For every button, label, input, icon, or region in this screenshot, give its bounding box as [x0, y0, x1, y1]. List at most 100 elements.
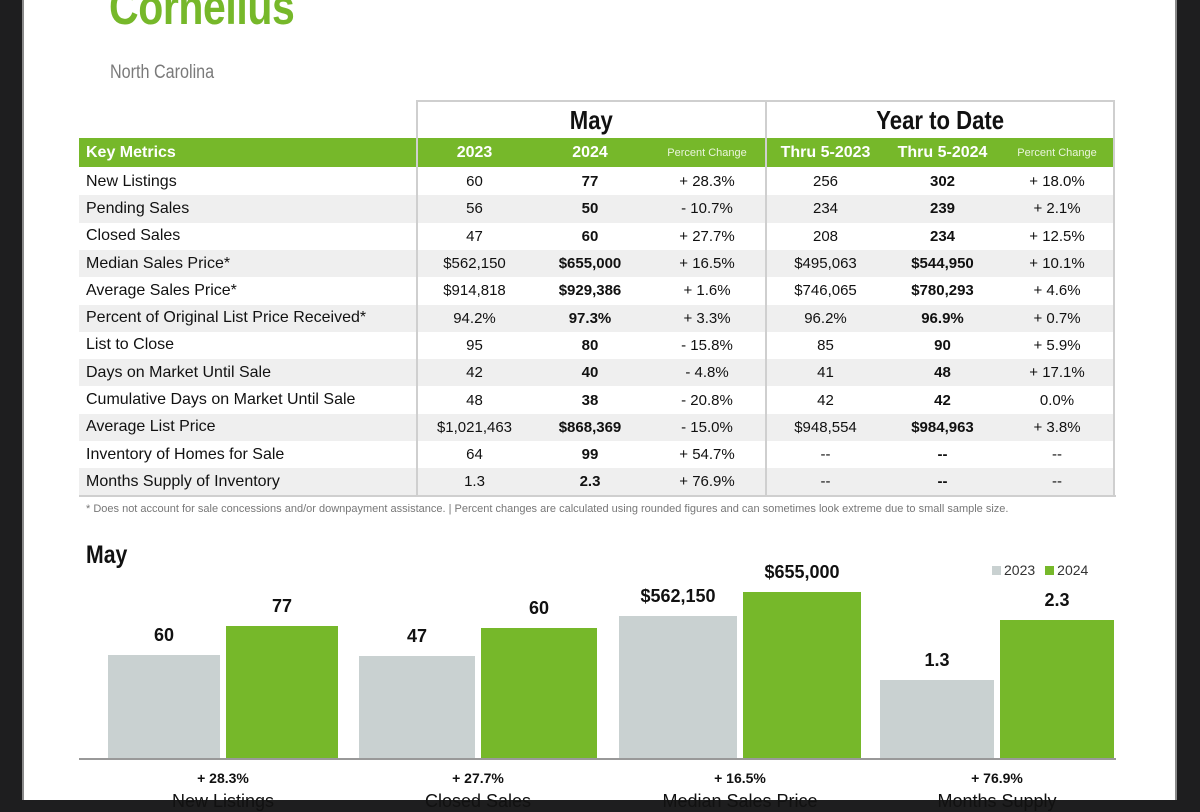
bar-value-label: 1.3	[924, 650, 950, 670]
bar-2023	[880, 680, 994, 758]
metric-value: $655,000	[558, 255, 622, 273]
legend-item-2023: 2023	[992, 562, 1035, 578]
metric-label: Inventory of Homes for Sale	[86, 445, 285, 463]
metric-value: - 15.0%	[681, 418, 733, 436]
metric-value: --	[820, 446, 831, 464]
legend-label: 2023	[1004, 562, 1036, 578]
metric-value: + 3.8%	[1033, 418, 1081, 436]
column-header: Percent Change	[667, 146, 747, 159]
metric-value: 2.3	[579, 473, 601, 491]
chart-title: May	[86, 541, 128, 569]
page-title: Cornelius	[109, 0, 295, 35]
metric-value: 1.3	[464, 473, 485, 491]
column-header: Thru 5-2023	[780, 143, 871, 161]
table-row: Cumulative Days on Market Until Sale 48 38…	[79, 386, 1114, 413]
bar-2023	[359, 656, 475, 758]
metric-value: --	[1052, 473, 1062, 491]
metric-value: 40	[581, 364, 599, 382]
bar-value-label: 77	[271, 596, 293, 616]
table-row: Days on Market Until Sale 42 40 - 4.8% 41 48 +…	[79, 359, 1114, 387]
metric-value: + 2.1%	[1033, 200, 1081, 218]
metric-value: 208	[812, 227, 839, 245]
metric-value: 42	[466, 364, 483, 382]
metric-value: + 3.3%	[683, 309, 731, 327]
metric-value: 96.9%	[921, 309, 964, 327]
bar-2024	[226, 626, 338, 758]
legend-item-2024: 2024	[1045, 562, 1088, 578]
bar-value-label: 60	[153, 625, 175, 646]
metric-value: 60	[466, 173, 483, 191]
metric-label: Pending Sales	[86, 199, 190, 217]
metric-value: + 12.5%	[1029, 227, 1085, 245]
metric-label: Average List Price	[86, 418, 216, 436]
page-subtitle: North Carolina	[110, 62, 215, 83]
metric-value: --	[937, 446, 948, 464]
bar-2024	[743, 592, 861, 758]
column-header: Percent Change	[1017, 146, 1097, 159]
table-row: Average List Price $1,021,463 $868,369 - 15…	[79, 413, 1114, 441]
metric-value: + 17.1%	[1029, 364, 1085, 382]
metric-value: 94.2%	[453, 309, 496, 327]
metric-value: $948,554	[794, 418, 857, 436]
bar-value-label: $562,150	[640, 585, 716, 606]
metric-value: - 20.8%	[681, 391, 733, 409]
group-header-ytd: Year to Date	[766, 100, 1114, 139]
metric-value: + 54.7%	[679, 446, 735, 464]
metric-value: 48	[466, 391, 483, 409]
metric-value: $746,065	[794, 282, 857, 300]
metric-value: 234	[812, 200, 839, 218]
table-bottom-border	[79, 495, 1116, 497]
metric-value: + 4.6%	[1033, 282, 1081, 300]
bar-value-label: $655,000	[764, 562, 840, 582]
table-row: List to Close 95 80 - 15.8% 85 90 + 5.9%	[79, 332, 1114, 359]
metric-value: 64	[466, 446, 483, 464]
group-may-label: May	[569, 105, 613, 135]
metric-value: 56	[466, 200, 483, 218]
metric-value: $984,963	[911, 418, 974, 436]
table-row: Percent of Original List Price Received*…	[79, 304, 1114, 332]
metric-value: $929,386	[558, 282, 622, 300]
metric-value: + 28.3%	[679, 173, 735, 191]
metric-label: Days on Market Until Sale	[86, 363, 271, 381]
bar-2023	[108, 655, 220, 758]
table-header-row: Key Metrics 2023 2024 Percent Change Thru 5-…	[79, 138, 1114, 167]
metric-value: - 4.8%	[685, 364, 729, 382]
legend-label: 2024	[1057, 562, 1089, 578]
metric-value: 234	[929, 227, 956, 245]
footnote: * Does not account for sale concessions …	[86, 503, 1009, 515]
metric-value: $868,369	[558, 418, 622, 436]
metric-value: 239	[929, 200, 956, 218]
column-header: Key Metrics	[86, 143, 176, 161]
table-row: Months Supply of Inventory 1.3 2.3 + 76.9% -…	[79, 468, 1114, 496]
metric-value: $495,063	[794, 255, 857, 273]
metric-value: 41	[817, 364, 834, 382]
metric-value: 85	[817, 336, 834, 354]
metric-value: --	[937, 473, 948, 491]
column-header: 2024	[572, 143, 608, 161]
metric-value: 0.0%	[1039, 391, 1075, 409]
metric-label: Months Supply of Inventory	[86, 472, 280, 490]
category-label: Median Sales Price	[662, 791, 818, 811]
bar-2023	[619, 615, 737, 758]
metric-label: New Listings	[86, 172, 177, 190]
metric-value: 256	[812, 173, 839, 191]
metric-label: List to Close	[86, 336, 175, 354]
metric-label: Median Sales Price*	[86, 254, 231, 272]
metric-value: $544,950	[911, 255, 974, 273]
metric-value: + 76.9%	[679, 473, 735, 491]
metric-value: 42	[934, 391, 951, 409]
column-header: 2023	[456, 143, 493, 161]
metric-value: + 1.6%	[683, 282, 731, 300]
table-row: Inventory of Homes for Sale 64 99 + 54.7% --…	[79, 441, 1114, 468]
metric-value: $914,818	[443, 282, 506, 300]
group-ytd-label: Year to Date	[876, 105, 1004, 135]
metric-label: Closed Sales	[86, 227, 181, 245]
metric-value: + 5.9%	[1033, 336, 1081, 354]
bar-value-label: 47	[406, 626, 428, 647]
metric-value: + 10.1%	[1029, 255, 1085, 273]
metric-value: --	[820, 473, 831, 491]
bar-2024	[481, 628, 597, 758]
table-row: Average Sales Price* $914,818 $929,386 + 1.…	[79, 277, 1114, 304]
metric-value: 42	[817, 391, 834, 409]
bar-value-label: 2.3	[1044, 590, 1070, 610]
